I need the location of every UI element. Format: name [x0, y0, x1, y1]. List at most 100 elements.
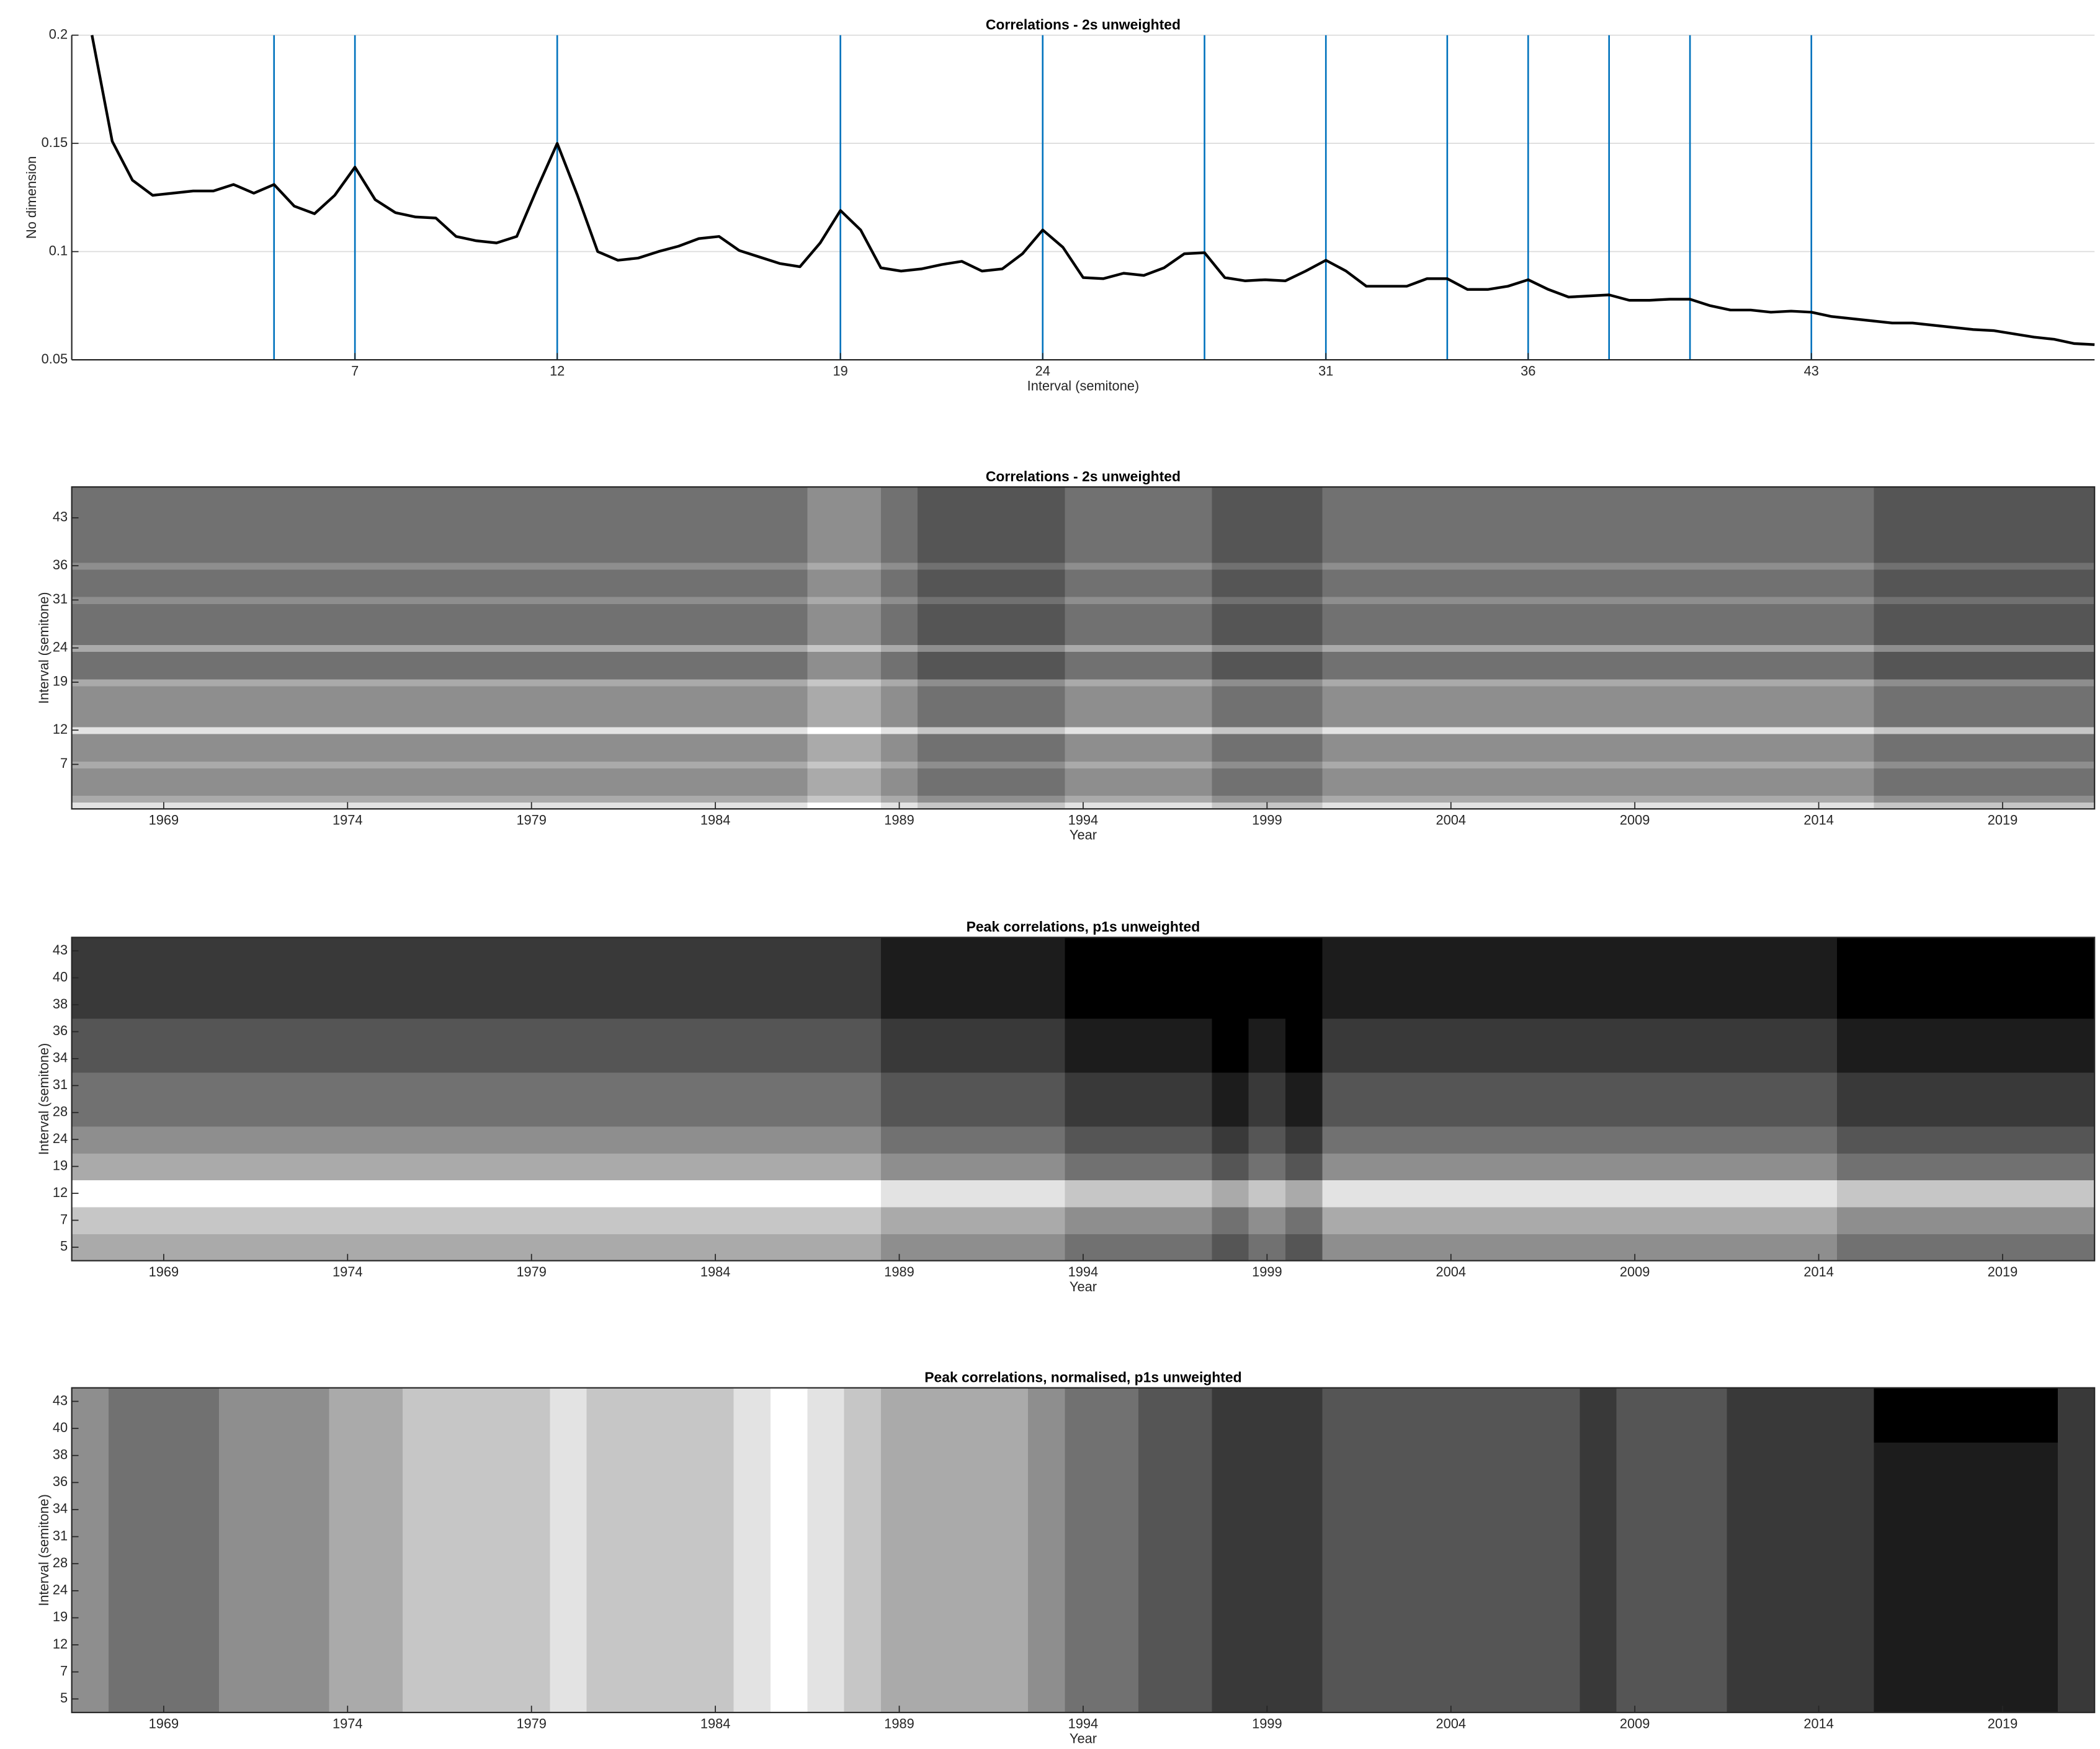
heatmap-cell: [2021, 514, 2058, 522]
heatmap-cell: [1837, 692, 1875, 700]
heatmap-cell: [771, 548, 808, 556]
x-tick-label: 2004: [1436, 812, 1467, 828]
heatmap-cell: [918, 795, 955, 803]
heatmap-cell: [365, 692, 404, 700]
heatmap-cell: [476, 1631, 514, 1659]
heatmap-cell: [182, 795, 220, 803]
heatmap-cell: [108, 569, 146, 577]
heatmap-cell: [218, 569, 256, 577]
heatmap-cell: [292, 1415, 330, 1443]
heatmap-cell: [182, 775, 220, 782]
heatmap-cell: [1542, 1658, 1581, 1686]
heatmap-cell: [1248, 514, 1286, 522]
heatmap-cell: [2057, 665, 2096, 673]
heatmap-cell: [1138, 541, 1176, 550]
heatmap-cell: [256, 631, 293, 638]
heatmap-cell: [807, 1206, 845, 1235]
heatmap-cell: [256, 1126, 293, 1154]
heatmap-cell: [1579, 1180, 1617, 1208]
heatmap-cell: [660, 569, 698, 577]
heatmap-cell: [1028, 719, 1066, 728]
heatmap-cell: [1028, 1441, 1066, 1470]
heatmap-cell: [1837, 507, 1875, 515]
heatmap-cell: [329, 1152, 367, 1181]
heatmap-cell: [365, 1441, 404, 1470]
heatmap-cell: [145, 665, 183, 673]
heatmap-cell: [1248, 713, 1286, 721]
heatmap-cell: [1248, 991, 1286, 1019]
heatmap-cell: [844, 719, 882, 728]
heatmap-cell: [880, 644, 919, 652]
heatmap-cell: [586, 1658, 624, 1686]
heatmap-cell: [1395, 937, 1433, 965]
heatmap-cell: [71, 726, 109, 734]
heatmap-cell: [1727, 528, 1764, 536]
heatmap-cell: [1212, 719, 1249, 728]
y-axis-label: Interval (semitone): [36, 1494, 51, 1606]
heatmap-cell: [1910, 582, 1948, 590]
heatmap-cell: [733, 1496, 771, 1524]
y-tick-label: 40: [53, 969, 68, 984]
heatmap-cell: [880, 740, 919, 748]
heatmap-cell: [403, 726, 440, 734]
heatmap-cell: [218, 487, 256, 495]
heatmap-cell: [1616, 726, 1654, 734]
heatmap-cell: [1212, 1045, 1249, 1073]
heatmap-cell: [218, 781, 256, 789]
heatmap-cell: [1065, 582, 1102, 590]
heatmap-cell: [1285, 1415, 1323, 1443]
heatmap-cell: [403, 521, 440, 529]
heatmap-cell: [1690, 964, 1728, 992]
heatmap-cell: [365, 754, 404, 762]
heatmap-cell: [182, 514, 220, 522]
heatmap-cell: [1395, 507, 1433, 515]
heatmap-cell: [771, 1206, 808, 1235]
heatmap-cell: [1837, 1604, 1875, 1632]
heatmap-cell: [513, 685, 551, 693]
heatmap-cell: [1322, 603, 1360, 611]
heatmap-cell: [991, 528, 1029, 536]
heatmap-cell: [623, 1415, 661, 1443]
heatmap-cell: [1542, 501, 1581, 509]
heatmap-cell: [1874, 1523, 1911, 1551]
heatmap-cell: [145, 699, 183, 707]
heatmap-cell: [439, 624, 477, 631]
heatmap-cell: [403, 795, 440, 803]
heatmap-cell: [623, 964, 661, 992]
heatmap-cell: [1065, 1018, 1102, 1046]
heatmap-cell: [1432, 679, 1470, 687]
heatmap-cell: [1469, 631, 1507, 638]
heatmap-cell: [660, 1234, 698, 1262]
heatmap-cell: [1910, 713, 1948, 721]
heatmap-cell: [844, 1469, 882, 1497]
heatmap-cell: [1506, 706, 1544, 714]
heatmap-cell: [660, 1180, 698, 1208]
heatmap-cell: [1359, 1469, 1396, 1497]
heatmap-cell: [586, 610, 624, 618]
heatmap-cell: [256, 937, 293, 965]
heatmap-cell: [1616, 1658, 1654, 1686]
heatmap-cell: [1874, 1550, 1911, 1578]
heatmap-cell: [1175, 719, 1213, 728]
x-tick-label: 2014: [1803, 1716, 1834, 1732]
heatmap-cell: [1469, 679, 1507, 687]
heatmap-cell: [1248, 1045, 1286, 1073]
heatmap-cell: [1690, 1496, 1728, 1524]
heatmap-cell: [660, 658, 698, 666]
heatmap-cell: [807, 726, 845, 734]
heatmap-cell: [733, 719, 771, 728]
heatmap-cell: [697, 1658, 735, 1686]
heatmap-cell: [1763, 582, 1801, 590]
heatmap-cell: [1616, 1577, 1654, 1605]
heatmap-cell: [1910, 589, 1948, 597]
heatmap-cell: [1579, 760, 1617, 768]
heatmap-cell: [1322, 644, 1360, 652]
heatmap-cell: [697, 760, 735, 768]
heatmap-cell: [1138, 1631, 1176, 1659]
heatmap-cell: [697, 1152, 735, 1181]
heatmap-cell: [880, 991, 919, 1019]
heatmap-cell: [733, 1523, 771, 1551]
heatmap-cell: [403, 719, 440, 728]
heatmap-cell: [513, 1045, 551, 1073]
heatmap-cell: [1028, 596, 1066, 604]
